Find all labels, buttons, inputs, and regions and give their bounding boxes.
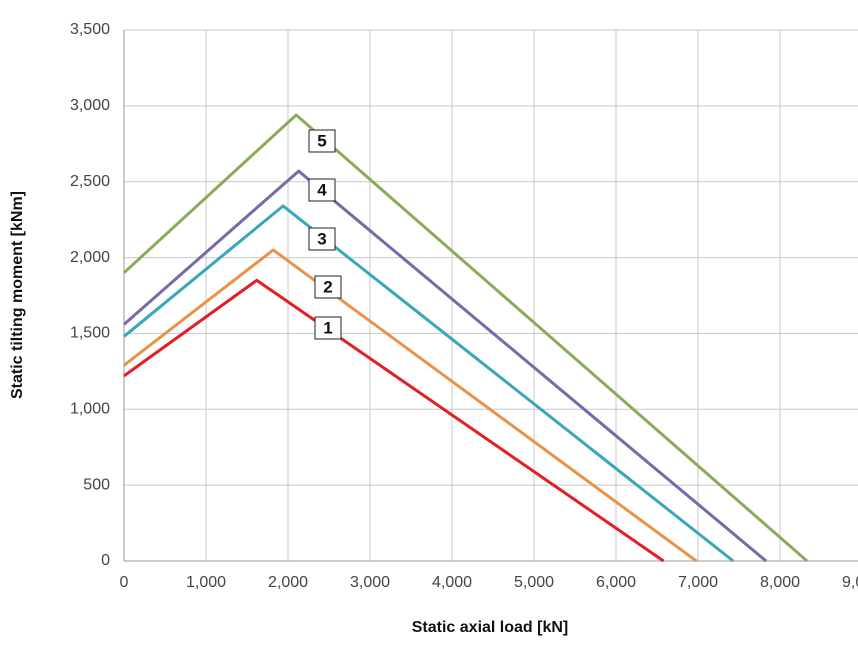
x-tick-label: 8,000 (760, 574, 800, 591)
y-tick-label: 3,500 (70, 21, 110, 38)
x-tick-label: 4,000 (432, 574, 472, 591)
y-tick-label: 500 (83, 476, 110, 493)
series-tag-box (308, 129, 336, 153)
series-tag-box (308, 227, 336, 251)
series-tag-box (314, 275, 342, 299)
series-line (122, 113, 809, 563)
y-tick-label: 2,500 (70, 173, 110, 190)
x-tick-label: 2,000 (268, 574, 308, 591)
x-tick-label: 9,000 (842, 574, 858, 591)
x-axis-title: Static axial load [kN] (412, 619, 569, 636)
series-line (123, 169, 768, 563)
series-tag: 2 (323, 277, 332, 296)
x-tick-label: 0 (120, 574, 129, 591)
series-tag-box (308, 178, 336, 202)
x-tick-label: 3,000 (350, 574, 390, 591)
series-tag: 4 (317, 180, 327, 199)
series-tag: 3 (317, 229, 326, 248)
x-tick-label: 7,000 (678, 574, 718, 591)
x-tick-label: 1,000 (186, 574, 226, 591)
series-line (123, 278, 665, 563)
series-tag-box (314, 316, 342, 340)
series-line (123, 204, 735, 563)
y-tick-label: 1,500 (70, 325, 110, 342)
y-axis-title: Static tilting moment [kNm] (9, 191, 26, 399)
y-tick-label: 0 (101, 552, 110, 569)
series-tag: 5 (317, 131, 326, 150)
y-tick-label: 3,000 (70, 97, 110, 114)
y-tick-label: 2,000 (70, 249, 110, 266)
series-line (123, 248, 698, 563)
x-tick-label: 5,000 (514, 574, 554, 591)
y-tick-label: 1,000 (70, 401, 110, 418)
series-tag: 1 (323, 318, 332, 337)
x-tick-label: 6,000 (596, 574, 636, 591)
